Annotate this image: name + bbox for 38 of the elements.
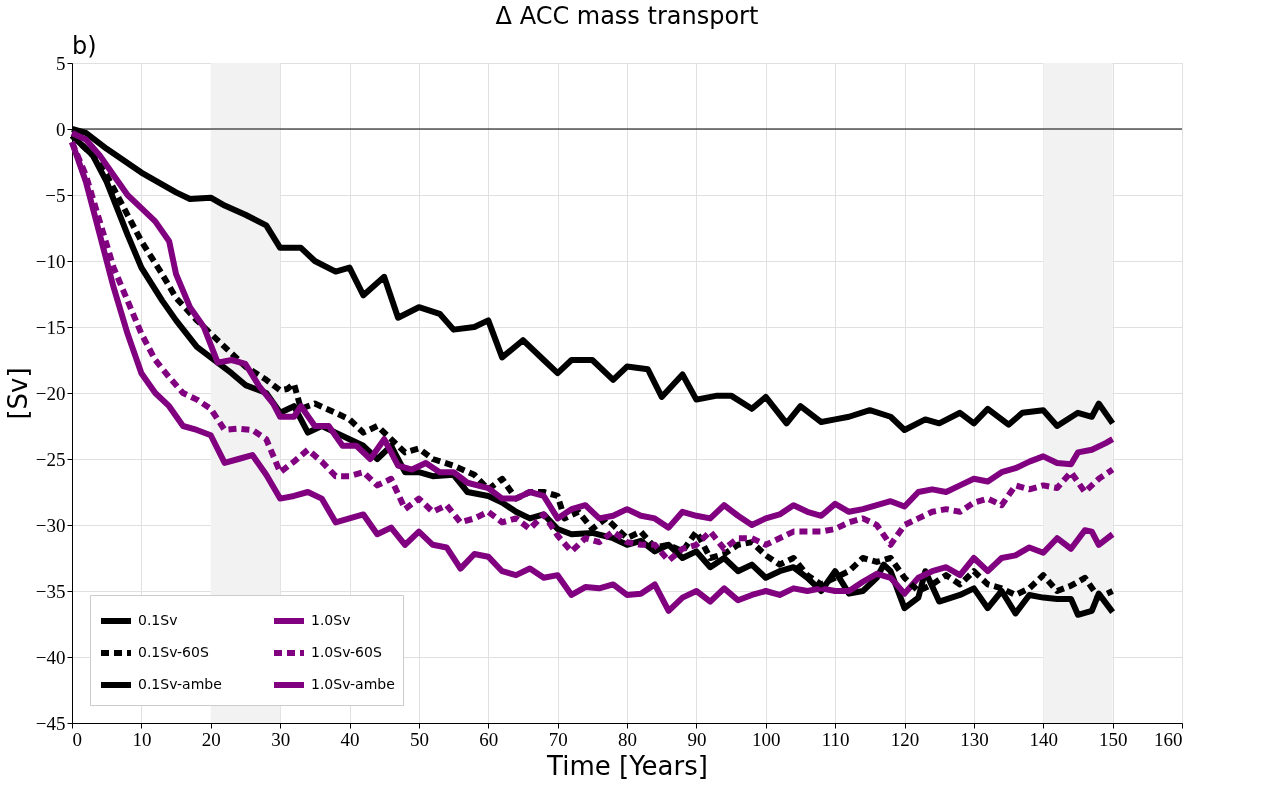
legend-label: 1.0Sv-ambe — [311, 676, 395, 692]
y-tick-label: −10 — [35, 250, 66, 272]
x-tick-label: 110 — [821, 728, 850, 750]
y-tick-label: −5 — [45, 184, 66, 206]
x-tick-label: 90 — [687, 728, 707, 750]
y-axis-title: [Sv] — [2, 367, 33, 420]
text: b) — [72, 32, 97, 60]
y-tick-label: 5 — [56, 52, 66, 74]
x-tick-label: 100 — [752, 728, 781, 750]
chart-title: Δ ACC mass transport — [495, 2, 759, 30]
y-tick-label: −35 — [35, 580, 66, 602]
y-tick-label: −45 — [35, 712, 66, 734]
x-tick-label: 50 — [409, 728, 429, 750]
x-tick-label: 150 — [1098, 728, 1128, 750]
x-tick-label: 160 — [1154, 728, 1183, 750]
legend-label: 1.0Sv-60S — [311, 644, 382, 660]
x-tick-label: 60 — [479, 728, 499, 750]
x-tick-label: 10 — [132, 728, 152, 750]
y-tick-label: −40 — [35, 646, 66, 668]
x-tick-label: 20 — [201, 728, 221, 750]
y-tick-label: −25 — [35, 448, 66, 470]
y-tick-label: −30 — [35, 514, 66, 536]
legend-label: 0.1Sv — [138, 612, 178, 628]
x-tick-label: 40 — [340, 728, 360, 750]
x-tick-label: 120 — [890, 728, 920, 750]
x-axis-title: Time [Years] — [546, 750, 708, 781]
y-tick-label: 0 — [56, 118, 66, 140]
x-tick-label: 70 — [548, 728, 568, 750]
y-tick-label: −15 — [35, 316, 66, 338]
legend-label: 0.1Sv-ambe — [138, 676, 222, 692]
legend-label: 1.0Sv — [311, 612, 351, 628]
x-tick-label: 140 — [1029, 728, 1058, 750]
x-tick-label: 0 — [72, 728, 82, 750]
x-tick-label: 130 — [960, 728, 989, 750]
x-tick-label: 30 — [271, 728, 291, 750]
x-tick-label: 80 — [618, 728, 637, 750]
legend-label: 0.1Sv-60S — [138, 644, 209, 660]
y-tick-label: −20 — [35, 382, 66, 404]
